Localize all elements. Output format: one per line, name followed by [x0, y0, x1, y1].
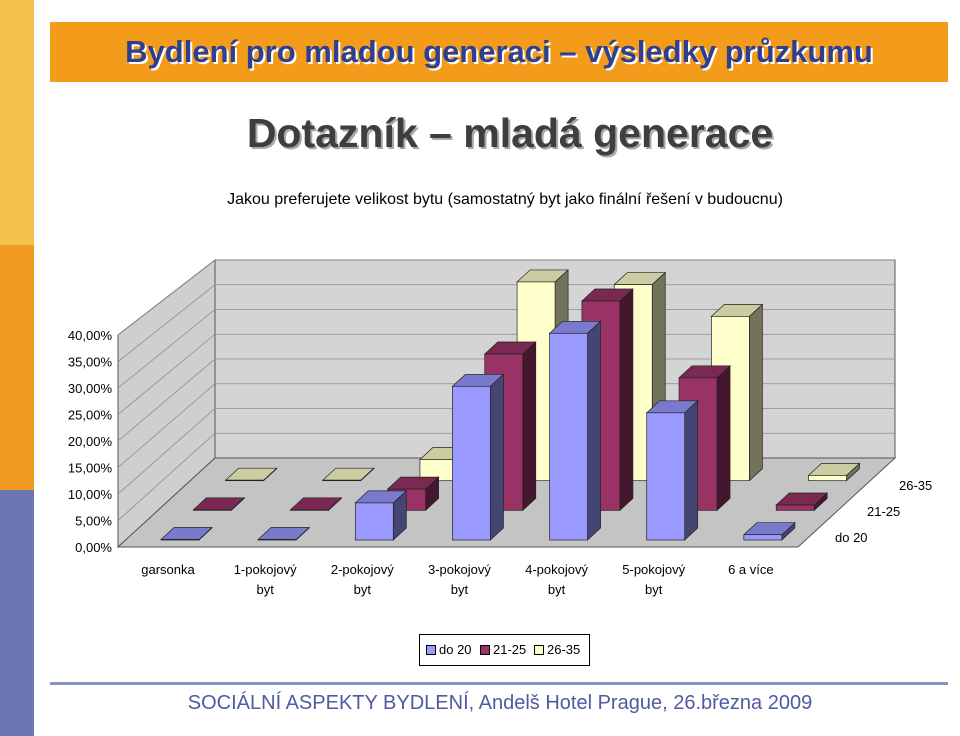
x-tick-label: byt: [256, 582, 274, 597]
chart-question: Jakou preferujete velikost bytu (samosta…: [227, 191, 783, 208]
depth-axis-label: do 20: [835, 530, 868, 545]
bar-do-20-2-pokojov-byt: [354, 502, 394, 541]
bar-21-25-3-pokojov-byt-side: [522, 341, 537, 512]
bar-21-25-1-pokojov-byt: [290, 509, 329, 511]
bar-do-20-4-pokojov-byt: [549, 332, 588, 541]
bar-21-25-6-a-v-ce: [775, 504, 815, 511]
legend-label-21-25: 21-25: [493, 642, 527, 657]
x-tick-label: 3-pokojový: [428, 562, 491, 577]
y-tick-label: 5,00%: [75, 514, 112, 529]
x-tick-label: 5-pokojový: [622, 562, 685, 577]
x-tick-label: byt: [354, 582, 372, 597]
chart-legend: do 20 21-25 26-35: [419, 634, 590, 666]
depth-axis-label: 21-25: [867, 504, 900, 519]
legend-swatch-do-20: [426, 645, 436, 655]
y-tick-label: 25,00%: [68, 408, 113, 423]
y-tick-label: 30,00%: [68, 381, 113, 396]
y-tick-label: 35,00%: [68, 355, 113, 370]
decorative-side-strip: [0, 0, 34, 736]
y-tick-label: 0,00%: [75, 540, 112, 555]
slide-title: Dotazník – mladá generace: [246, 110, 774, 156]
bar-26-35-1-pokojov-byt: [322, 479, 362, 482]
y-tick-label: 40,00%: [68, 328, 113, 343]
legend-swatch-21-25: [480, 645, 490, 655]
legend-swatch-26-35: [534, 645, 544, 655]
header-title: Bydlení pro mladou generaci – výsledky p…: [125, 34, 873, 69]
x-tick-label: 4-pokojový: [525, 562, 588, 577]
gridline: [117, 284, 895, 362]
footer-text: SOCIÁLNÍ ASPEKTY BYDLENÍ, Andelš Hotel P…: [187, 692, 813, 714]
gridline: [117, 358, 895, 442]
x-tick-label: byt: [548, 582, 566, 597]
bar-26-35-garsonka: [225, 479, 265, 482]
header-bar: [50, 22, 948, 82]
bar-do-20-6-a-v-ce: [743, 534, 783, 541]
footer-divider: [50, 682, 948, 685]
legend-label-do-20: do 20: [439, 642, 472, 657]
x-tick-label: 1-pokojový: [234, 562, 297, 577]
bar-do-20-4-pokojov-byt-side: [587, 320, 601, 541]
y-tick-label: 15,00%: [68, 461, 113, 476]
bar-21-25-4-pokojov-byt-side: [619, 288, 634, 512]
x-tick-label: 6 a více: [728, 562, 774, 577]
strip-segment-top: [0, 0, 34, 245]
bar-do-20-5-pokojov-byt-side: [684, 400, 699, 541]
gridline: [117, 383, 895, 468]
bar-do-20-3-pokojov-byt-side: [490, 373, 504, 541]
bar-26-35-6-a-v-ce: [808, 475, 847, 482]
bar-do-20-3-pokojov-byt: [452, 385, 491, 541]
bar-do-20-1-pokojov-byt: [257, 539, 297, 541]
x-tick-label: byt: [451, 582, 469, 597]
gridline: [117, 309, 895, 389]
y-tick-label: 20,00%: [68, 434, 113, 449]
bar-do-20-garsonka: [160, 539, 200, 541]
bar-21-25-5-pokojov-byt-side: [716, 365, 731, 512]
strip-segment-middle: [0, 245, 34, 490]
x-tick-label: byt: [645, 582, 663, 597]
x-tick-label: 2-pokojový: [331, 562, 394, 577]
bar-21-25-garsonka: [192, 509, 232, 511]
gridline: [117, 259, 895, 336]
depth-axis-label: 26-35: [899, 478, 932, 493]
strip-segment-bottom: [0, 490, 34, 736]
gridline: [117, 333, 895, 415]
y-tick-label: 10,00%: [68, 487, 113, 502]
legend-label-26-35: 26-35: [547, 642, 581, 657]
bar-26-35-5-pokojov-byt-side: [749, 303, 763, 482]
bar-do-20-5-pokojov-byt: [646, 412, 686, 541]
x-tick-label: garsonka: [141, 562, 195, 577]
